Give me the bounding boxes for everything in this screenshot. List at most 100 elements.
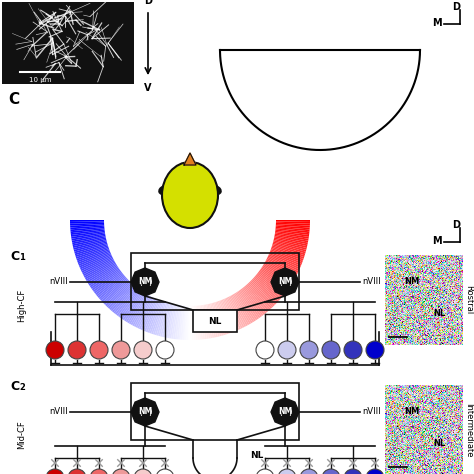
Text: C: C <box>10 380 19 393</box>
Wedge shape <box>233 294 251 324</box>
Circle shape <box>278 341 296 359</box>
Wedge shape <box>121 291 142 319</box>
Wedge shape <box>78 250 110 264</box>
Polygon shape <box>271 398 299 426</box>
Wedge shape <box>275 234 309 241</box>
Wedge shape <box>258 272 286 293</box>
Wedge shape <box>115 287 137 315</box>
Wedge shape <box>253 278 279 302</box>
Wedge shape <box>164 304 173 337</box>
Wedge shape <box>160 303 170 337</box>
Circle shape <box>256 469 274 474</box>
Wedge shape <box>242 288 264 316</box>
Text: ⟨: ⟨ <box>278 277 282 287</box>
Wedge shape <box>244 286 266 314</box>
Text: 2: 2 <box>19 383 25 392</box>
Wedge shape <box>171 305 178 339</box>
Bar <box>2 2 134 84</box>
Wedge shape <box>102 279 128 303</box>
Wedge shape <box>198 305 203 339</box>
Text: V: V <box>144 83 152 93</box>
Wedge shape <box>272 245 305 257</box>
Bar <box>131 383 299 440</box>
Wedge shape <box>70 227 104 231</box>
Wedge shape <box>151 301 164 334</box>
Wedge shape <box>249 282 273 308</box>
Wedge shape <box>269 252 301 266</box>
Text: D: D <box>452 2 460 12</box>
Circle shape <box>300 341 318 359</box>
Polygon shape <box>271 268 299 296</box>
Wedge shape <box>266 259 297 276</box>
Wedge shape <box>186 306 189 340</box>
Circle shape <box>112 341 130 359</box>
Wedge shape <box>272 244 305 255</box>
Wedge shape <box>75 244 108 255</box>
Wedge shape <box>104 280 129 305</box>
Wedge shape <box>119 290 141 318</box>
Wedge shape <box>243 287 265 315</box>
Wedge shape <box>275 231 309 237</box>
Wedge shape <box>276 221 310 224</box>
Wedge shape <box>254 277 280 301</box>
Wedge shape <box>108 283 132 309</box>
Wedge shape <box>147 301 161 333</box>
Wedge shape <box>202 305 209 339</box>
Circle shape <box>278 469 296 474</box>
Wedge shape <box>78 252 110 266</box>
Ellipse shape <box>162 162 218 228</box>
Wedge shape <box>153 302 164 335</box>
Wedge shape <box>73 240 107 250</box>
Wedge shape <box>94 272 122 293</box>
Wedge shape <box>100 277 127 301</box>
Wedge shape <box>220 300 234 332</box>
Wedge shape <box>214 302 225 335</box>
Wedge shape <box>96 274 124 297</box>
Wedge shape <box>101 278 128 302</box>
Wedge shape <box>191 306 194 340</box>
Wedge shape <box>76 246 109 259</box>
Wedge shape <box>130 295 148 325</box>
Wedge shape <box>194 306 198 340</box>
Text: Rostral: Rostral <box>465 285 474 315</box>
Circle shape <box>46 341 64 359</box>
Wedge shape <box>274 235 308 243</box>
Text: D: D <box>452 220 460 230</box>
Wedge shape <box>268 254 300 269</box>
Wedge shape <box>275 229 309 235</box>
Wedge shape <box>200 305 205 339</box>
Wedge shape <box>195 306 200 340</box>
Wedge shape <box>248 283 272 309</box>
Wedge shape <box>276 223 310 226</box>
Wedge shape <box>155 302 166 335</box>
Wedge shape <box>134 296 151 327</box>
Polygon shape <box>131 268 159 296</box>
Wedge shape <box>250 281 275 306</box>
Wedge shape <box>237 291 257 320</box>
Wedge shape <box>90 267 119 287</box>
Wedge shape <box>72 234 105 241</box>
Text: 1: 1 <box>19 253 25 262</box>
Wedge shape <box>118 289 139 317</box>
Wedge shape <box>139 298 155 329</box>
Wedge shape <box>105 281 130 306</box>
Wedge shape <box>227 297 243 328</box>
Wedge shape <box>276 220 310 222</box>
Wedge shape <box>77 249 109 263</box>
Wedge shape <box>238 291 259 319</box>
Wedge shape <box>72 235 106 243</box>
Wedge shape <box>74 243 108 254</box>
Circle shape <box>68 341 86 359</box>
Wedge shape <box>276 224 310 228</box>
Text: C: C <box>8 92 19 107</box>
Circle shape <box>344 341 362 359</box>
Text: NM: NM <box>405 277 420 286</box>
Wedge shape <box>123 291 143 320</box>
Circle shape <box>134 469 152 474</box>
Wedge shape <box>132 295 150 326</box>
Wedge shape <box>239 290 261 318</box>
Wedge shape <box>217 301 229 334</box>
Wedge shape <box>234 293 253 323</box>
Wedge shape <box>222 300 236 332</box>
Wedge shape <box>245 285 268 312</box>
